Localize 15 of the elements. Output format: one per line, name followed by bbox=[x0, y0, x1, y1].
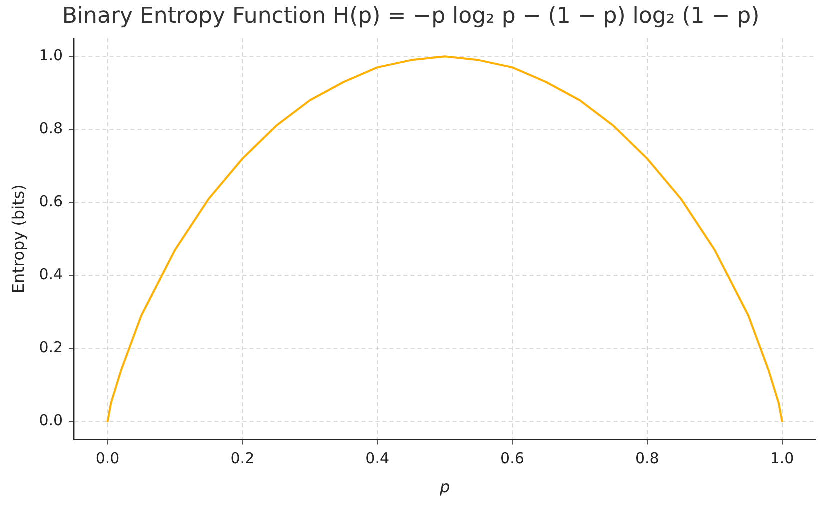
y-tick-label: 0.2 bbox=[39, 338, 64, 356]
x-axis-title: p bbox=[438, 478, 450, 497]
y-tick-label: 0.4 bbox=[39, 265, 64, 284]
x-tick-label: 0.8 bbox=[635, 450, 660, 468]
y-tick-label: 1.0 bbox=[39, 46, 64, 65]
x-tick-label: 0.0 bbox=[96, 450, 120, 468]
x-tick-label: 1.0 bbox=[770, 450, 794, 468]
x-tick-label: 0.6 bbox=[500, 450, 524, 468]
y-tick-label: 0.6 bbox=[39, 192, 64, 210]
y-tick-label: 0.0 bbox=[39, 411, 64, 430]
x-tick-label: 0.2 bbox=[230, 450, 255, 468]
y-axis-title: Entropy (bits) bbox=[8, 184, 28, 294]
x-tick-label: 0.4 bbox=[366, 450, 390, 468]
y-tick-label: 0.8 bbox=[39, 120, 64, 138]
chart-title: Binary Entropy Function H(p) = −p log₂ p − (1 − p) log₂ (1 − p) bbox=[62, 4, 760, 29]
